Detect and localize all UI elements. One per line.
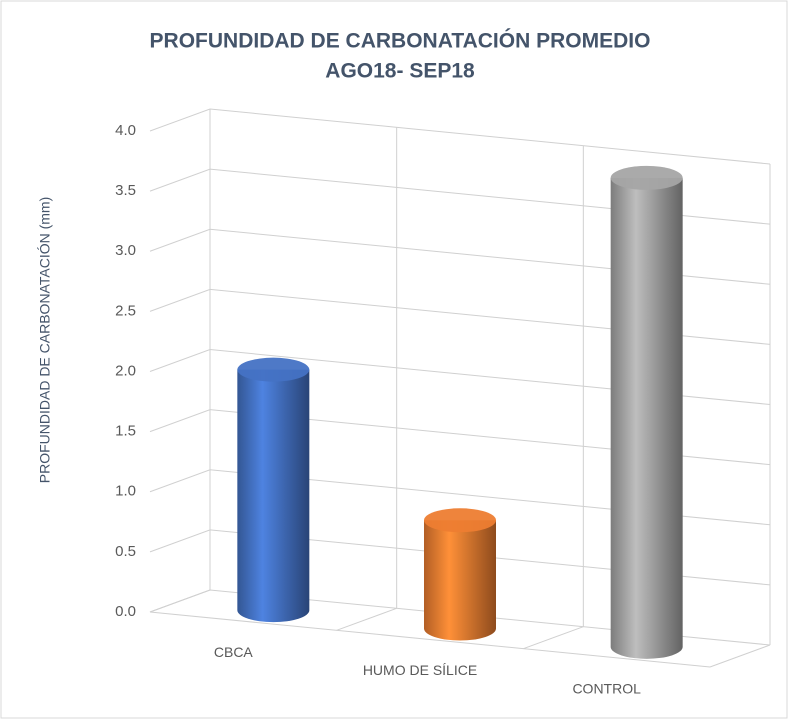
y-tick-label: 2.5 (115, 302, 136, 319)
floor-divider (336, 607, 397, 631)
floor-edge (709, 644, 771, 668)
cylinder (424, 508, 496, 641)
bar-top (424, 508, 496, 533)
x-tick-label: CONTROL (572, 681, 641, 697)
grid-line (149, 108, 771, 165)
grid-line (149, 529, 771, 586)
bar (424, 520, 496, 641)
cylinder (610, 165, 683, 659)
grid-line (149, 288, 771, 345)
y-tick-label: 2.0 (115, 362, 136, 379)
chart-subtitle: AGO18- SEP18 (325, 60, 475, 83)
bar-top (237, 357, 310, 382)
y-tick-label: 3.0 (115, 242, 136, 259)
floor-divider (523, 626, 584, 650)
grid-line (149, 168, 771, 225)
cylinder (237, 357, 310, 623)
y-tick-label: 3.5 (115, 182, 136, 199)
grid-line (149, 589, 771, 646)
bar-top (610, 165, 683, 190)
chart-title: PROFUNDIDAD DE CARBONATACIÓN PROMEDIO (150, 29, 651, 53)
grid-line (149, 348, 771, 405)
y-tick-label: 0.0 (115, 603, 136, 620)
bar (610, 177, 683, 659)
y-tick-label: 0.5 (115, 543, 136, 560)
grid-line (149, 469, 771, 526)
y-tick-label: 1.5 (115, 423, 136, 440)
x-tick-label: HUMO DE SÍLICE (363, 662, 477, 678)
y-tick-label: 4.0 (115, 122, 136, 139)
y-axis-label: PROFUNDIDAD DE CARBONATACIÓN (mm) (37, 197, 53, 483)
floor-edge (149, 611, 711, 668)
y-tick-label: 1.0 (115, 483, 136, 500)
grid-line (149, 228, 771, 285)
bar (237, 369, 310, 623)
x-tick-label: CBCA (214, 644, 254, 660)
grid-line (149, 409, 771, 466)
